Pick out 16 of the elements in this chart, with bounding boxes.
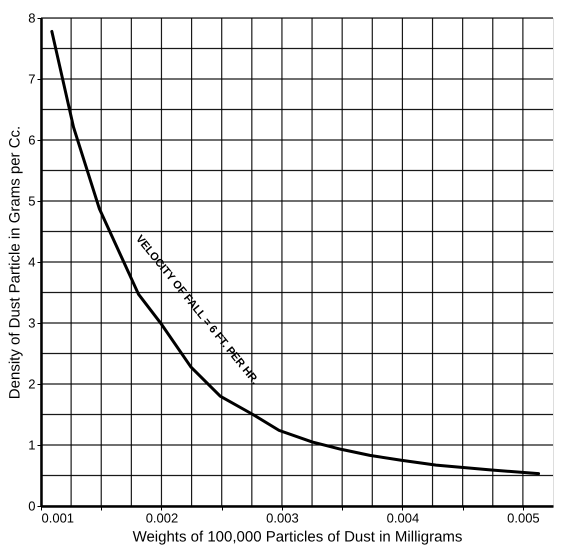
x-tick-label: 0.005 — [507, 510, 540, 526]
y-tick-label: 7 — [28, 72, 36, 86]
y-tick-label: 6 — [28, 132, 36, 148]
x-tick-label: 0.002 — [146, 510, 178, 526]
y-axis-title: Density of Dust Particle in Grams per Cc. — [6, 126, 24, 400]
y-tick-label: 3 — [28, 316, 36, 330]
y-tick-label: 5 — [28, 194, 36, 208]
y-tick-label: 8 — [28, 10, 36, 26]
y-tick-label: 4 — [28, 254, 36, 270]
y-tick-label: 2 — [28, 376, 36, 392]
x-tick-label: 0.003 — [266, 510, 299, 526]
x-tick-label: 0.004 — [386, 510, 420, 526]
x-axis-title: Weights of 100,000 Particles of Dust in Milligrams — [132, 528, 462, 546]
x-tick-label: 0.001 — [42, 510, 74, 526]
y-tick-label: 0 — [28, 498, 36, 514]
y-tick-label: 1 — [28, 438, 36, 452]
